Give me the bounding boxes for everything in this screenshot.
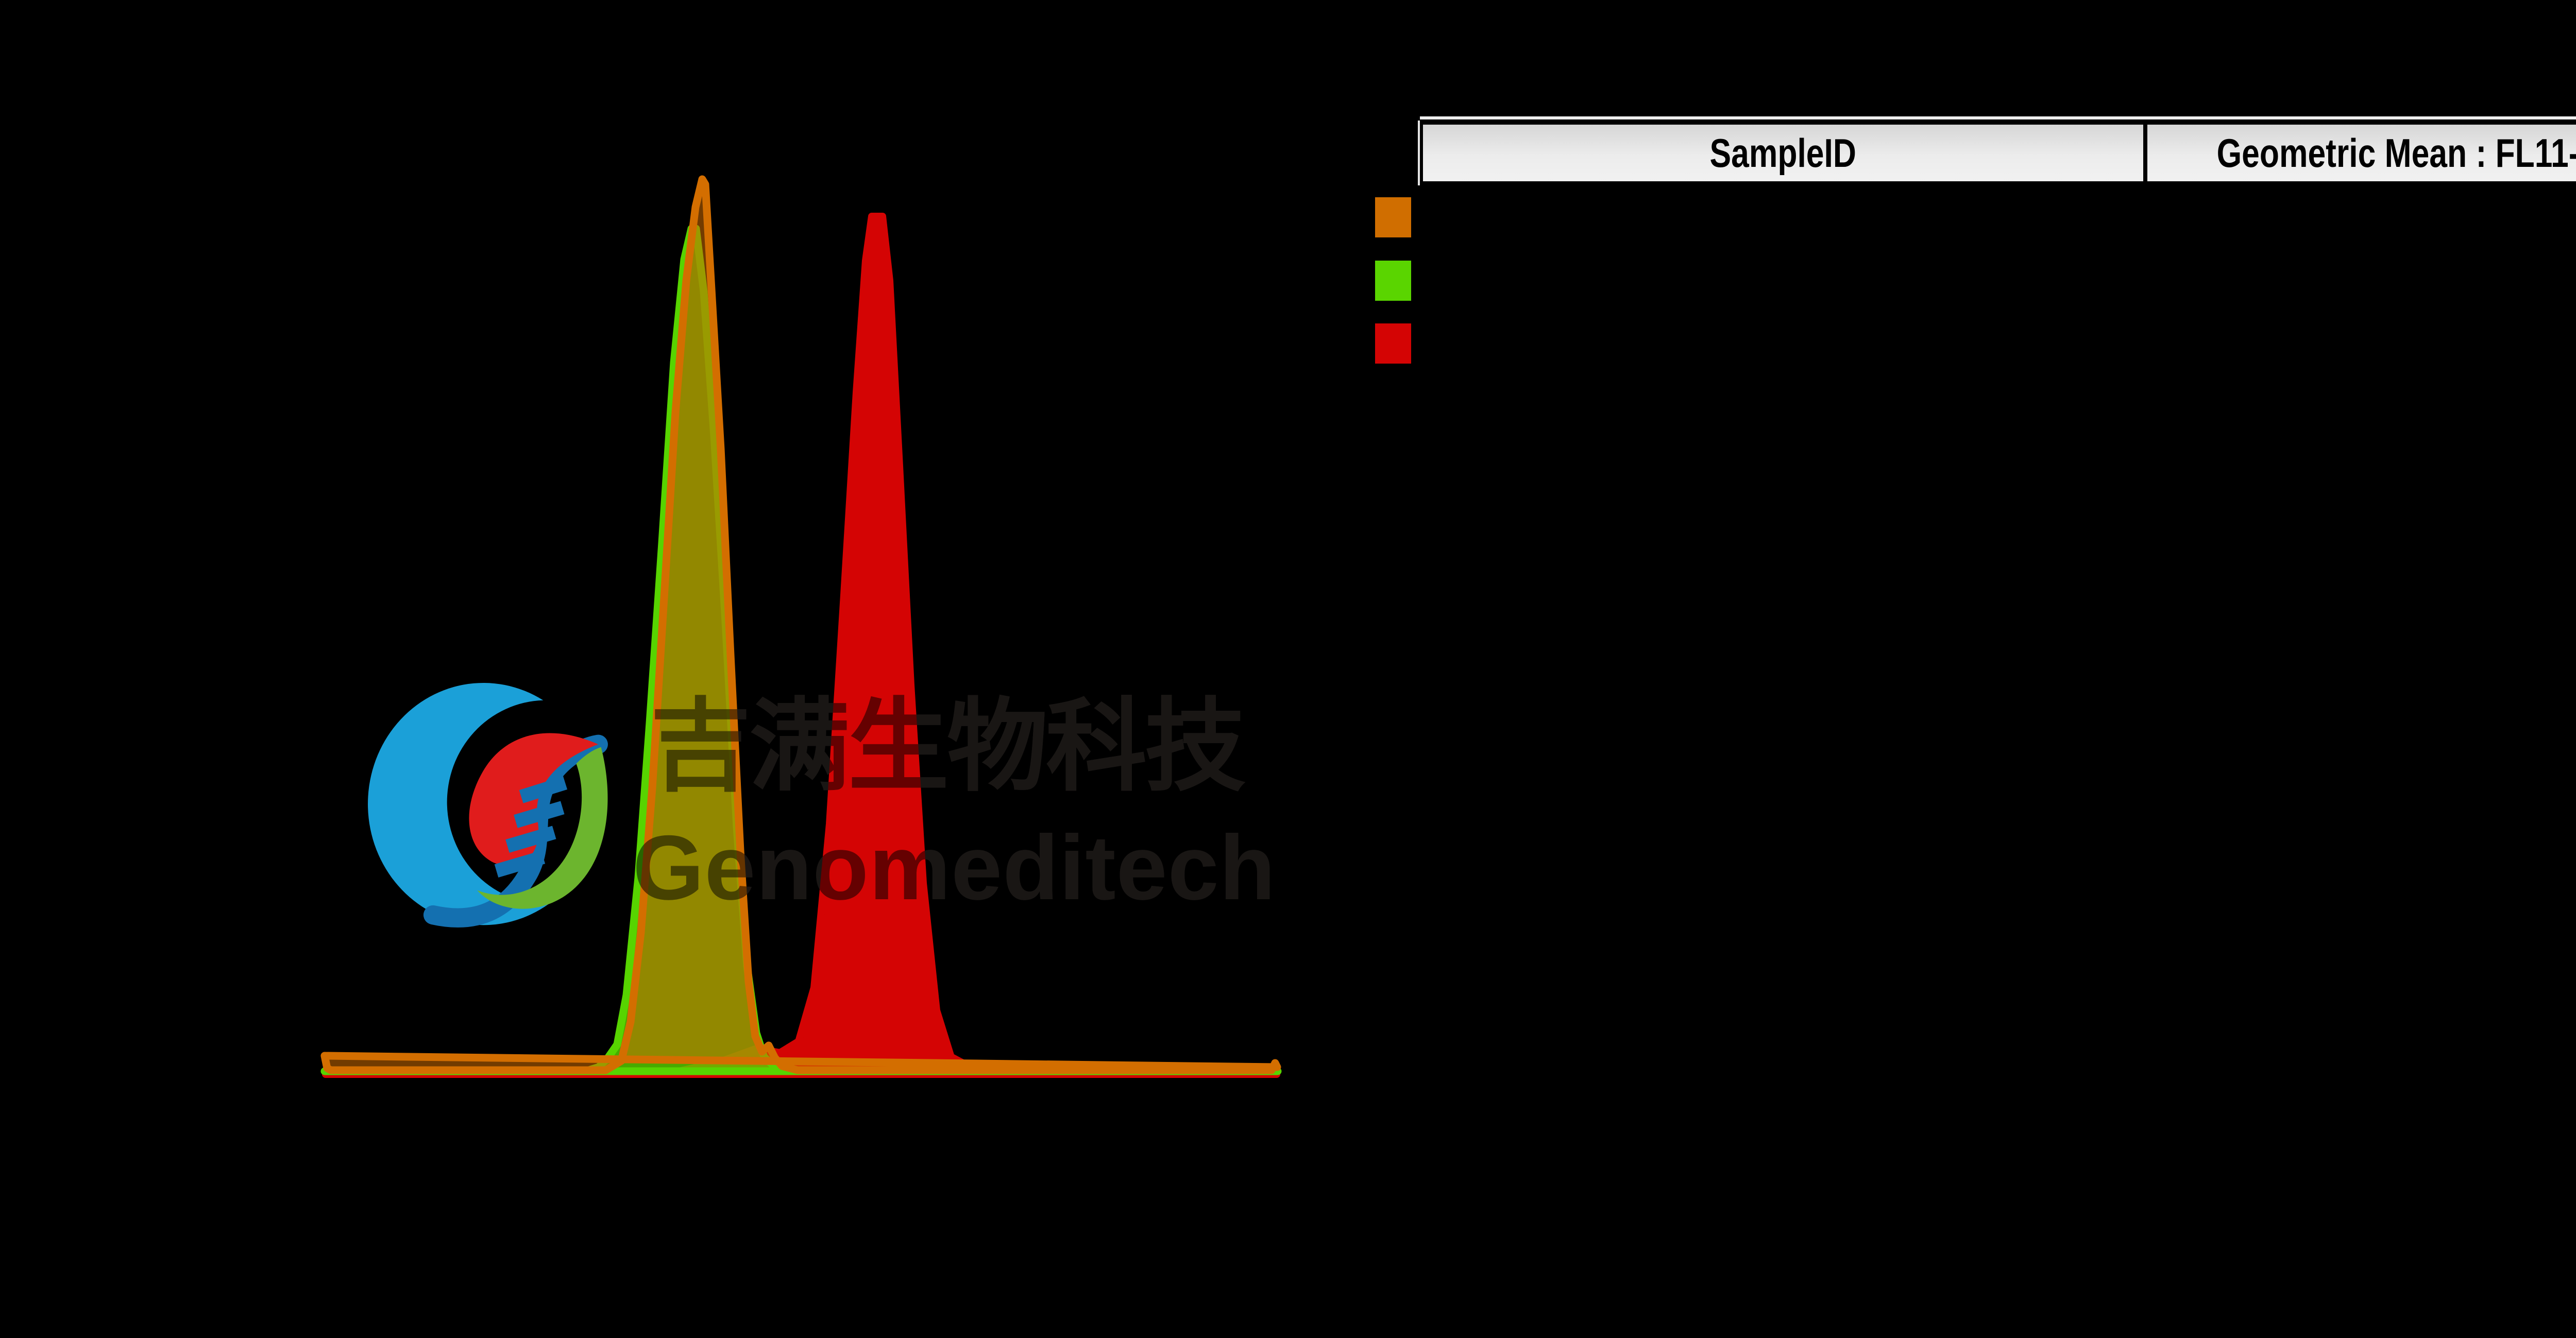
column-header-geometric-mean-label: Geometric Mean : FL11-H: [2216, 130, 2576, 176]
table-top-highlight: [1420, 116, 2576, 119]
logo-leaf: [477, 747, 608, 909]
series-sample-orange: [320, 175, 1281, 1074]
watermark-chinese-text-overlay: 吉满生物科技: [650, 690, 1246, 803]
column-header-sampleid-label: SampleID: [1709, 130, 1857, 176]
legend-swatch-orange: [1375, 197, 1411, 237]
legend-swatch-green: [1375, 261, 1411, 301]
series-sample-green: [320, 225, 1282, 1075]
column-header-sampleid: SampleID: [1423, 125, 2147, 181]
results-table-header: SampleID Geometric Mean : FL11-H: [1420, 121, 2576, 185]
watermark-chinese-text: 吉满生物科技: [650, 690, 1246, 803]
genomeditech-logo: [368, 682, 608, 928]
column-header-geometric-mean: Geometric Mean : FL11-H: [2147, 125, 2576, 181]
series-sample-red: [322, 213, 1280, 1078]
watermark-english-text-overlay: Genomeditech: [633, 816, 1276, 919]
logo-blue-swoosh: [368, 682, 549, 925]
logo-dna-rungs: [494, 776, 568, 878]
legend-swatch-red: [1375, 323, 1411, 364]
